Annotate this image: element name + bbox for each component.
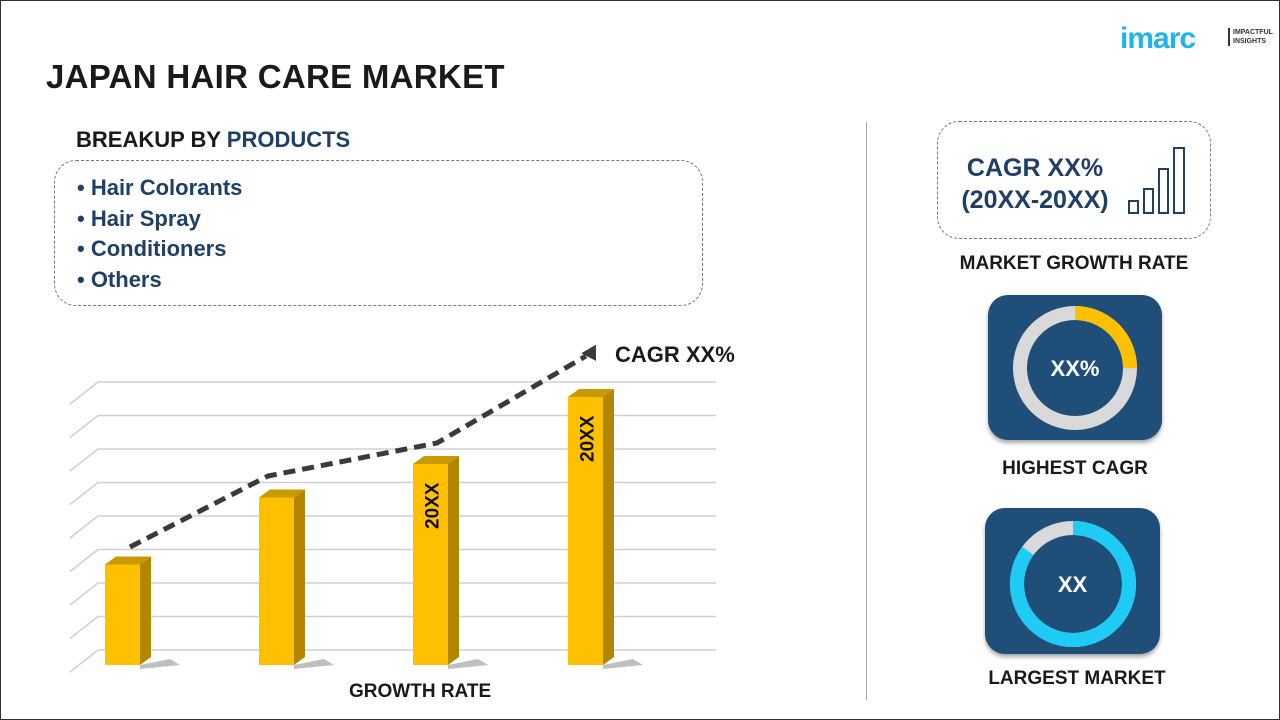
logo-word: imarc (1120, 22, 1196, 55)
highest-cagr-card: XX% (988, 295, 1162, 440)
bar-shadow (140, 659, 180, 669)
page-title: JAPAN HAIR CARE MARKET (46, 58, 505, 95)
bar-growth-icon (1128, 147, 1185, 214)
bar-top (568, 389, 614, 397)
largest-market-label: LARGEST MARKET (988, 668, 1166, 689)
bar-label: 20XX (423, 482, 444, 529)
bar-side (140, 556, 151, 665)
logo-tagline: IMPACTFUL INSIGHTS (1228, 28, 1273, 46)
bar (413, 464, 448, 665)
donut-fill (1013, 306, 1137, 430)
bar (259, 497, 294, 665)
list-item: • Hair Colorants (77, 175, 243, 200)
bar-shadow (603, 659, 643, 669)
cagr-text: CAGR XX% (20XX-20XX) (961, 154, 1109, 214)
donut-value: XX (1057, 572, 1088, 597)
gridline-depth (69, 582, 99, 606)
gridline-depth (69, 481, 99, 506)
list-item: • Conditioners (77, 236, 227, 261)
divider (866, 122, 867, 700)
donut-value: XX% (1050, 356, 1100, 381)
breakup-heading: BREAKUP BY PRODUCTS (76, 127, 351, 152)
bar (568, 397, 603, 665)
bar-top (105, 556, 151, 565)
trend-label: CAGR XX% (615, 342, 735, 367)
gridline-depth (69, 548, 99, 573)
donut-highest-cagr (1013, 306, 1137, 430)
gridline-depth (69, 414, 99, 439)
x-axis-label: GROWTH RATE (349, 681, 492, 702)
list-item: • Hair Spray (77, 205, 201, 231)
bar-side (448, 456, 459, 665)
bar-side (294, 489, 305, 665)
bar-label: 20XX (578, 415, 599, 462)
market-growth-box (937, 121, 1211, 239)
trend-arrowhead (581, 344, 596, 361)
trend-line (128, 353, 588, 550)
highest-cagr-label: HIGHEST CAGR (1002, 458, 1148, 479)
gridline-depth (69, 381, 99, 405)
donut-largest-market (1010, 521, 1136, 647)
products-list: • Hair Colorants • Hair Spray • Conditio… (54, 160, 703, 306)
growth-bar-chart: 20XX 20XX (69, 344, 716, 673)
list-item: • Others (77, 266, 162, 292)
largest-market-card: XX (985, 508, 1160, 654)
bar-shadow (448, 659, 488, 669)
bar-shadow (294, 659, 334, 669)
bar-side (603, 389, 614, 665)
market-growth-label: MARKET GROWTH RATE (959, 253, 1189, 274)
gridline-depth (69, 448, 99, 472)
donut-fill (1010, 521, 1136, 647)
bar (105, 564, 140, 665)
gridline-depth (69, 515, 99, 539)
gridline-depth (69, 649, 99, 673)
bar-top (259, 489, 305, 498)
gridline-depth (69, 615, 99, 640)
imarc-logo: imarc IMPACTFUL INSIGHTS (1120, 12, 1273, 55)
bar-top (413, 456, 459, 464)
